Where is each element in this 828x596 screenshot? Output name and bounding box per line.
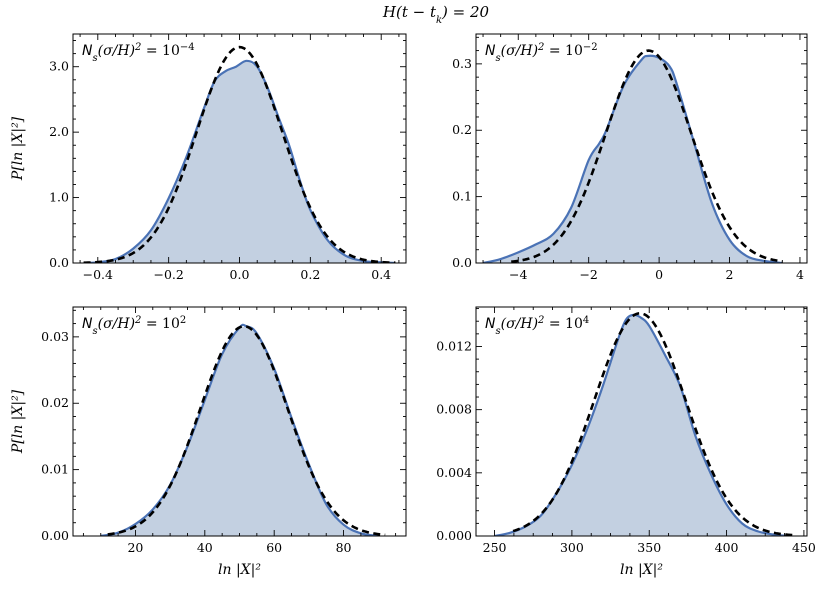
x-tick-label: 350 xyxy=(637,540,661,555)
histogram-line xyxy=(100,323,379,536)
y-axis-label: P[ln |X|²] xyxy=(10,116,26,181)
x-tick-label: −0.2 xyxy=(153,267,183,282)
x-tick-label: 0.2 xyxy=(300,267,320,282)
panels: −0.4 −0.2 0.0 0.2 0.4 0.0 1.0 2.0 3.0 Ns(σ/H)2 = … xyxy=(10,33,816,578)
x-tick-label: 300 xyxy=(560,540,584,555)
y-tick-label: 0.008 xyxy=(436,402,472,417)
histogram-fill xyxy=(483,55,783,263)
x-tick-label: −4 xyxy=(509,267,527,282)
y-tick-label: 1.0 xyxy=(49,190,69,205)
x-tick-label: 80 xyxy=(336,540,352,555)
x-tick-label: 0 xyxy=(655,267,663,282)
figure-title: H(t − tk) = 20 xyxy=(382,3,490,26)
y-tick-label: 0.01 xyxy=(41,462,69,477)
y-tick-label: 0.004 xyxy=(436,465,472,480)
chart-panel-bottom-left: 20 40 60 80 0.00 0.01 0.02 0.03 Ns(σ/H)2 = 102 P[… xyxy=(10,306,407,578)
histogram-line xyxy=(494,313,789,536)
gaussian-fit-line xyxy=(512,312,797,536)
y-tick-label: 0.3 xyxy=(452,56,472,71)
y-tick-label: 0.02 xyxy=(41,395,69,410)
x-tick-label: 40 xyxy=(197,540,213,555)
x-tick-label: 20 xyxy=(127,540,143,555)
x-tick-label: 4 xyxy=(796,267,804,282)
histogram-fill xyxy=(494,314,789,536)
x-tick-label: 450 xyxy=(792,540,816,555)
y-tick-label: 0.1 xyxy=(452,189,472,204)
panel-annotation: Ns(σ/H)2 = 10−4 xyxy=(82,42,195,64)
chart-panel-bottom-right: 250 300 350 400 450 0.000 0.004 0.008 0.012 Ns(σ/… xyxy=(436,306,816,578)
chart-panel-top-left: −0.4 −0.2 0.0 0.2 0.4 0.0 1.0 2.0 3.0 Ns(σ/H)2 = … xyxy=(10,33,407,282)
gaussian-fit-line xyxy=(83,45,396,263)
gaussian-fit-line xyxy=(511,49,783,263)
x-tick-label: 400 xyxy=(715,540,739,555)
x-tick-label: −2 xyxy=(579,267,597,282)
y-tick-label: 0.0 xyxy=(49,255,69,270)
histogram-fill xyxy=(100,326,379,536)
x-tick-label: 2 xyxy=(726,267,734,282)
x-axis-label: ln |X|² xyxy=(620,562,663,578)
x-tick-label: −0.4 xyxy=(83,267,113,282)
y-tick-label: 2.0 xyxy=(49,124,69,139)
y-tick-label: 3.0 xyxy=(49,59,69,74)
panel-annotation: Ns(σ/H)2 = 10−2 xyxy=(485,42,598,64)
y-tick-label: 0.00 xyxy=(41,528,69,543)
panel-annotation: Ns(σ/H)2 = 102 xyxy=(82,315,186,337)
y-tick-label: 0.0 xyxy=(452,255,472,270)
plot-frame xyxy=(475,306,808,537)
x-axis-label: ln |X|² xyxy=(218,562,261,578)
y-axis-label: P[ln |X|²] xyxy=(10,389,26,454)
histogram-line xyxy=(482,54,783,263)
panel-annotation: Ns(σ/H)2 = 104 xyxy=(485,315,589,337)
y-tick-label: 0.000 xyxy=(436,528,472,543)
x-tick-label: 250 xyxy=(483,540,507,555)
y-tick-label: 0.03 xyxy=(41,329,69,344)
x-tick-label: 0.0 xyxy=(230,267,250,282)
chart-panel-top-right: −4 −2 0 2 4 0.0 0.1 0.2 0.3 Ns(σ/H)2 = 10−2 xyxy=(452,33,808,282)
histogram-line xyxy=(83,59,396,263)
x-tick-label: 0.4 xyxy=(371,267,391,282)
x-tick-label: 60 xyxy=(266,540,282,555)
histogram-fill xyxy=(83,60,396,263)
y-tick-label: 0.2 xyxy=(452,122,472,137)
gaussian-fit-line xyxy=(107,324,386,536)
y-tick-label: 0.012 xyxy=(436,338,472,353)
